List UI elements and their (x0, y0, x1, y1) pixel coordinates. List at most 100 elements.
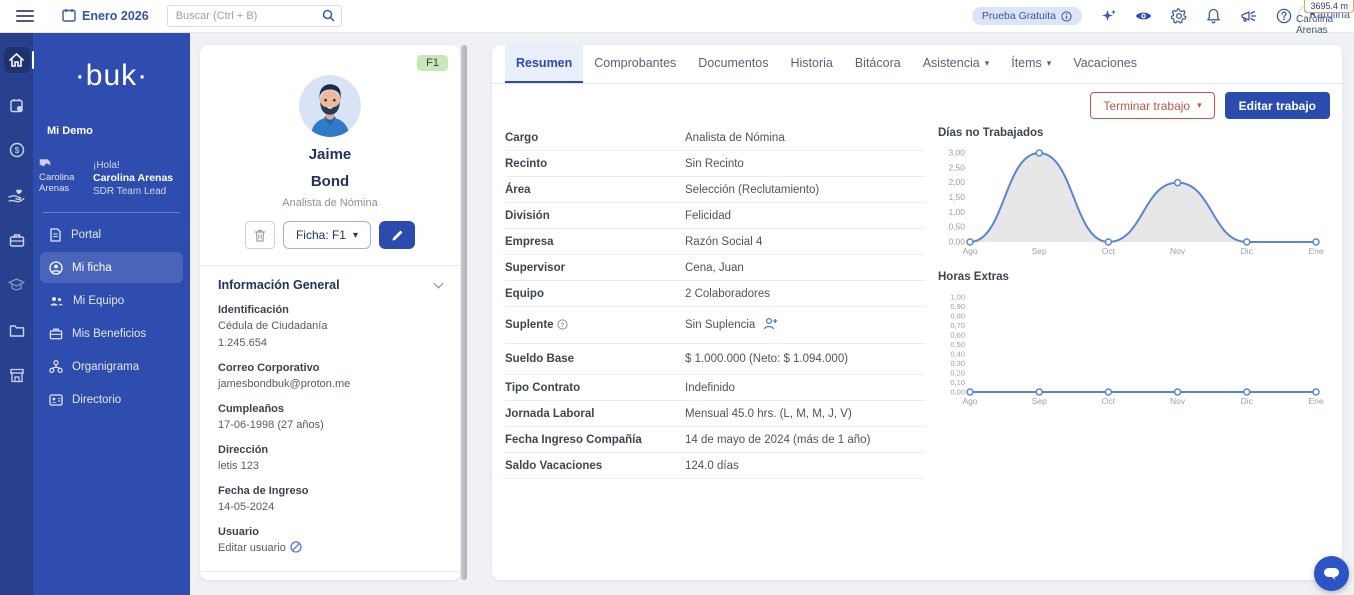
rail-benefits-hand-icon[interactable] (4, 182, 30, 208)
tab-asistencia[interactable]: Asistencia ▾ (922, 56, 990, 70)
rail-payroll-icon[interactable]: $ (4, 137, 30, 163)
field-row-area: Área Selección (Reclutamiento) (505, 177, 925, 203)
person-circle-icon (49, 260, 63, 275)
terminate-job-button[interactable]: Terminar trabajo ▾ (1090, 92, 1215, 119)
employee-avatar[interactable] (299, 75, 361, 137)
svg-text:Sep: Sep (1032, 246, 1047, 256)
delete-button[interactable] (244, 221, 275, 249)
sidebar-user-role: SDR Team Lead (93, 186, 167, 197)
ficha-selector-label: Ficha: F1 (295, 228, 346, 242)
sidebar-item-label: Portal (71, 228, 102, 241)
sidebar-menu: Portal Mi ficha Mi Equipo Mis Beneficios… (33, 219, 190, 415)
sidebar-item-label: Directorio (72, 393, 122, 406)
sidebar-user-block[interactable]: Carolina Arenas ¡Hola! Carolina Arenas S… (39, 159, 182, 198)
svg-text:0,50: 0,50 (950, 340, 965, 349)
calendar-icon (62, 8, 76, 25)
global-search (166, 5, 342, 27)
tab-bitacora[interactable]: Bitácora (854, 56, 901, 70)
tab-resumen[interactable]: Resumen (505, 45, 584, 83)
info-field-usuario: Usuario Editar usuario (218, 526, 442, 557)
eye-icon[interactable] (1135, 8, 1152, 25)
rail-training-icon[interactable] (4, 272, 30, 298)
sidebar-item-mis-beneficios[interactable]: Mis Beneficios (40, 318, 183, 349)
help-circle-icon[interactable]: ? (556, 318, 568, 332)
svg-text:Ene: Ene (1308, 246, 1323, 256)
field-row-suplente: Suplente? Sin Suplencia (505, 307, 925, 344)
tab-historia[interactable]: Historia (790, 56, 833, 70)
svg-text:0,80: 0,80 (950, 312, 965, 321)
sidebar-item-directorio[interactable]: Directorio (40, 384, 183, 415)
gear-icon[interactable] (1170, 8, 1187, 25)
svg-text:Sep: Sep (1032, 396, 1047, 406)
info-field-fecha-ingreso: Fecha de Ingreso 14-05-2024 (218, 485, 309, 513)
info-field-direccion: Dirección letis 123 (218, 444, 269, 472)
sparkle-icon[interactable] (1100, 8, 1117, 25)
employee-detail-panel: Resumen Comprobantes Documentos Historia… (492, 45, 1342, 580)
supervisor-link[interactable]: Cena, Juan (685, 261, 744, 274)
svg-text:0,20: 0,20 (950, 369, 965, 378)
field-row-saldo-vacaciones: Saldo Vacaciones 124.0 días (505, 453, 925, 479)
svg-text:1,00: 1,00 (950, 293, 965, 302)
field-row-division: División Felicidad (505, 203, 925, 229)
add-substitute-icon[interactable] (763, 317, 778, 333)
cargo-link[interactable]: Analista de Nómina (685, 131, 785, 144)
field-row-supervisor: Supervisor Cena, Juan (505, 255, 925, 281)
job-summary-fields: Cargo Analista de Nómina Recinto Sin Rec… (505, 125, 925, 479)
email-link[interactable]: jamesbondbuk@proton.me (218, 378, 351, 390)
hamburger-menu-icon[interactable] (16, 10, 34, 22)
sidebar-item-organigrama[interactable]: Organigrama (40, 351, 183, 382)
section-title: Información General (218, 278, 340, 292)
chat-bubble-button[interactable] (1314, 556, 1349, 591)
bell-icon[interactable] (1205, 8, 1222, 25)
trial-badge[interactable]: Prueba Gratuita (971, 7, 1082, 25)
svg-text:0,50: 0,50 (948, 222, 965, 232)
tab-comprobantes[interactable]: Comprobantes (594, 56, 677, 70)
team-link[interactable]: 2 Colaboradores (685, 287, 771, 300)
chevron-down-icon: ▾ (1197, 100, 1202, 110)
period-selector[interactable]: Enero 2026 (62, 8, 149, 25)
rail-tasks-icon[interactable] (4, 92, 30, 118)
search-icon[interactable] (322, 9, 335, 25)
measure-tooltip: 3695.4 m (1304, 0, 1354, 13)
sidebar-item-label: Mi Equipo (73, 294, 125, 307)
sidebar-avatar: Carolina Arenas (39, 159, 87, 198)
sidebar-item-portal[interactable]: Portal (40, 219, 183, 250)
svg-text:Nov: Nov (1170, 396, 1186, 406)
svg-text:Nov: Nov (1170, 246, 1186, 256)
svg-text:Oct: Oct (1102, 246, 1116, 256)
tab-vacaciones[interactable]: Vacaciones (1073, 56, 1138, 70)
edit-job-button[interactable]: Editar trabajo (1224, 92, 1330, 119)
tab-documentos[interactable]: Documentos (698, 56, 769, 70)
rail-briefcase-icon[interactable] (4, 227, 30, 253)
rail-home-icon[interactable] (3, 47, 34, 73)
sidebar-item-label: Mi ficha (72, 261, 112, 274)
svg-text:0,00: 0,00 (950, 388, 965, 397)
section-informacion-general[interactable]: Información General (218, 278, 444, 292)
employee-last-name: Bond (310, 173, 350, 190)
charts-column: Días no Trabajados 3,00 2,50 2,00 1,50 1,00 0… (938, 127, 1330, 407)
sidebar-item-mi-equipo[interactable]: Mi Equipo (40, 285, 183, 316)
sidebar-rail: $ (0, 33, 34, 595)
divider (200, 265, 460, 266)
svg-text:3,00: 3,00 (948, 148, 965, 158)
ficha-selector-dropdown[interactable]: Ficha: F1 ▾ (282, 221, 372, 249)
area-link[interactable]: Selección (Reclutamiento) (685, 183, 820, 196)
tab-items[interactable]: Ítems ▾ (1011, 56, 1052, 70)
rail-marketplace-icon[interactable] (4, 362, 30, 388)
ficha-tag-badge: F1 (417, 55, 448, 71)
svg-text:2,50: 2,50 (948, 162, 965, 172)
search-input[interactable] (166, 5, 342, 27)
megaphone-icon[interactable] (1240, 8, 1257, 25)
field-row-empresa: Empresa Razón Social 4 (505, 229, 925, 255)
profile-card-scrollbar[interactable] (461, 45, 467, 580)
rail-folder-icon[interactable] (4, 317, 30, 343)
svg-text:Dic: Dic (1241, 396, 1254, 406)
division-link[interactable]: Felicidad (685, 209, 732, 222)
edit-profile-button[interactable] (379, 221, 416, 249)
broken-image-icon (39, 159, 51, 167)
sidebar-item-mi-ficha[interactable]: Mi ficha (40, 252, 183, 283)
sidebar-item-label: Organigrama (72, 360, 140, 373)
edit-user-link[interactable]: Editar usuario (218, 541, 442, 557)
help-icon[interactable] (1275, 8, 1292, 25)
